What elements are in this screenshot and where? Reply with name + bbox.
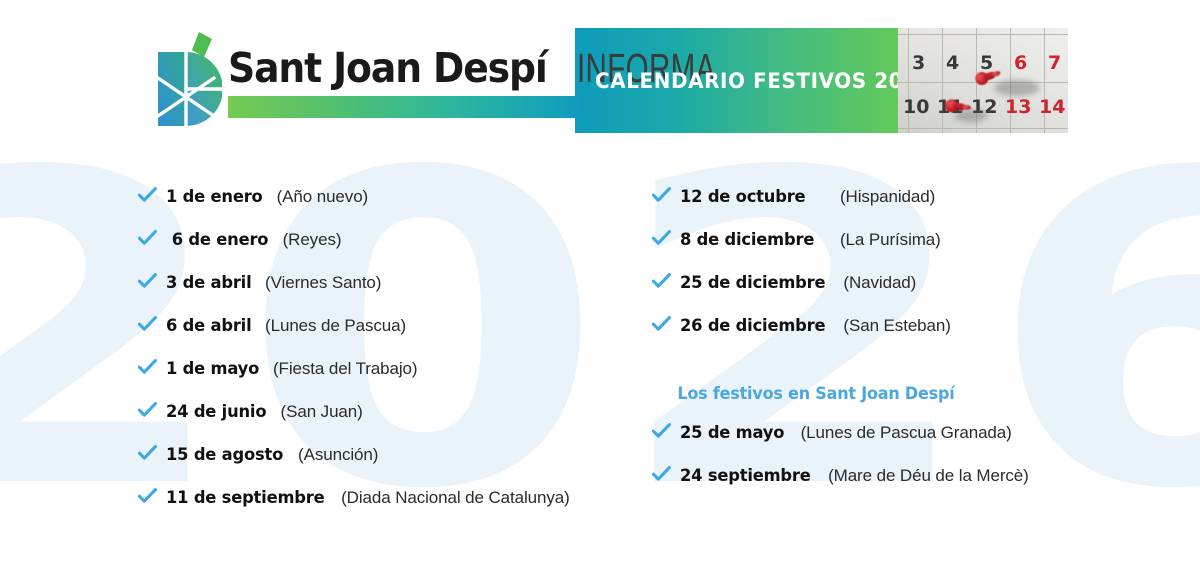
header-banner: Sant Joan Despí INFORMA CALENDARIO FESTI… [152,28,1068,133]
holiday-date: 12 de octubre [680,187,806,207]
calendar-day-10: 10 [903,96,930,118]
holiday-row: 26 de diciembre (San Esteban) [651,315,1200,358]
local-holidays-list: 25 de mayo (Lunes de Pascua Granada) 24 … [651,422,1200,508]
check-icon [137,359,157,375]
wordmark: Sant Joan Despí INFORMA [222,28,770,118]
check-icon [137,488,157,504]
holiday-row: 12 de octubre (Hispanidad) [651,186,1200,229]
holidays-column-left: 1 de enero (Año nuevo) 6 de enero (Reyes… [0,186,640,530]
holiday-name: (Lunes de Pascua) [265,316,407,335]
check-icon [137,402,157,418]
pushpin-icon [944,98,972,115]
holiday-row: 3 de abril (Viernes Santo) [137,272,640,315]
holiday-row: 6 de abril (Lunes de Pascua) [137,315,640,358]
holiday-row: 25 de mayo (Lunes de Pascua Granada) [651,422,1200,465]
holiday-date: 1 de mayo [166,359,260,379]
calendar-day-13: 13 [1005,96,1032,118]
check-icon [651,466,671,482]
check-icon [651,316,671,332]
check-icon [137,445,157,461]
holiday-name: (Fiesta del Trabajo) [273,359,418,378]
holiday-name: (Viernes Santo) [265,273,382,292]
holiday-name: (San Juan) [280,402,363,421]
holiday-row: 1 de mayo (Fiesta del Trabajo) [137,358,640,401]
holiday-date: 6 de abril [166,316,252,336]
calendar-day-7: 7 [1048,52,1062,74]
holiday-date: 24 de junio [166,402,267,422]
holiday-date: 8 de diciembre [680,230,815,250]
check-icon [137,273,157,289]
local-holidays-heading: Los festivos en Sant Joan Despí [677,384,955,404]
holiday-row: 15 de agosto (Asunción) [137,444,640,487]
holiday-name: (Asunción) [298,445,379,464]
banner-title-panel: CALENDARIO FESTIVOS 2026 [575,28,931,133]
holiday-name: (Navidad) [843,273,917,292]
calendar-day-14: 14 [1039,96,1066,118]
holiday-row: 8 de diciembre (La Purísima) [651,229,1200,272]
holiday-date: 25 de diciembre [680,273,826,293]
check-icon [651,273,671,289]
holiday-name: (Diada Nacional de Catalunya) [341,488,570,507]
holiday-date: 1 de enero [166,187,263,207]
holiday-date: 24 septiembre [680,466,811,486]
holiday-row: 24 de junio (San Juan) [137,401,640,444]
calendar-photo: 3 4 5 6 7 10 11 12 13 14 [898,28,1068,133]
sant-joan-despi-logo-icon [152,30,224,130]
holiday-name: (Año nuevo) [276,187,369,206]
holiday-row: 24 septiembre (Mare de Déu de la Mercè) [651,465,1200,508]
check-icon [137,187,157,203]
banner-title: CALENDARIO FESTIVOS 2026 [595,68,933,93]
check-icon [137,316,157,332]
holiday-row: 6 de enero (Reyes) [137,229,640,272]
holiday-name: (Reyes) [282,230,342,249]
holiday-date: 11 de septiembre [166,488,325,508]
holiday-row: 11 de septiembre (Diada Nacional de Cata… [137,487,640,530]
holiday-row: 1 de enero (Año nuevo) [137,186,640,229]
holiday-date: 15 de agosto [166,445,284,465]
year-watermark: 2026 [0,83,1200,583]
holidays-column-right: 12 de octubre (Hispanidad) 8 de diciembr… [640,186,1200,530]
brand-name-light: INFORMA [577,45,717,91]
holiday-date: 3 de abril [166,273,252,293]
check-icon [137,230,157,246]
holiday-name: (Lunes de Pascua Granada) [800,423,1012,442]
check-icon [651,423,671,439]
brand-gradient-bar [228,96,580,118]
brand-block: Sant Joan Despí INFORMA [152,28,716,133]
calendar-day-6: 6 [1014,52,1028,74]
holiday-name: (La Purísima) [840,230,941,249]
calendar-day-4: 4 [946,52,960,74]
brand-name-bold: Sant Joan Despí [228,44,548,92]
check-icon [651,230,671,246]
holiday-date: 25 de mayo [680,423,785,443]
calendar-day-12: 12 [971,96,998,118]
holiday-row: 25 de diciembre (Navidad) [651,272,1200,315]
holiday-name: (San Esteban) [843,316,951,335]
holiday-date: 26 de diciembre [680,316,826,336]
holiday-name: (Hispanidad) [840,187,936,206]
holidays-content: 1 de enero (Año nuevo) 6 de enero (Reyes… [0,186,1200,530]
holiday-date: 6 de enero [171,230,269,250]
calendar-day-5: 5 [980,52,994,74]
check-icon [651,187,671,203]
holiday-name: (Mare de Déu de la Mercè) [828,466,1029,485]
calendar-day-3: 3 [912,52,926,74]
